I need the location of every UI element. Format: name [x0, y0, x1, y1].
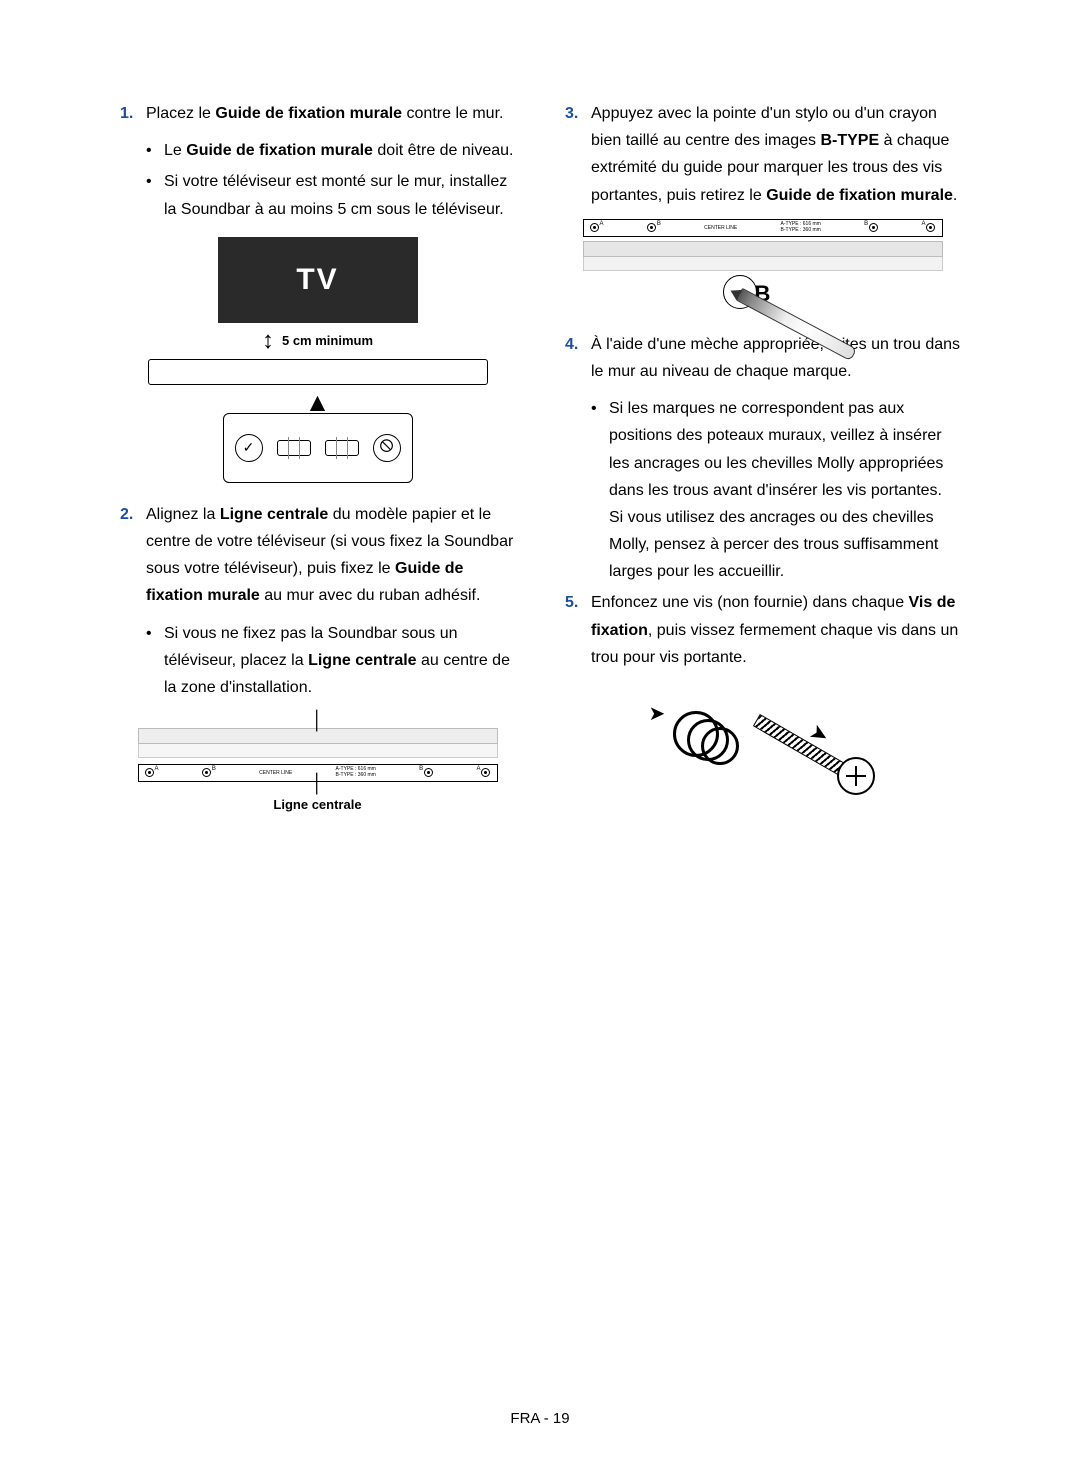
tv-icon: TV	[218, 237, 418, 323]
bullet: • Si les marques ne correspondent pas au…	[591, 395, 960, 585]
text: Alignez la	[146, 506, 220, 523]
mark-a-icon: A	[476, 768, 490, 777]
bullet: • Si vous ne fixez pas la Soundbar sous …	[146, 620, 515, 702]
step-4-bullets: • Si les marques ne correspondent pas au…	[591, 395, 960, 585]
bullet-dot: •	[146, 137, 164, 164]
text: Si les marques ne correspondent pas aux …	[609, 400, 943, 580]
two-column-layout: 1. Placez le Guide de fixation murale co…	[120, 100, 960, 830]
text: Placez le	[146, 105, 215, 122]
bullet-body: Si votre téléviseur est monté sur le mur…	[164, 168, 515, 222]
text: doit être de niveau.	[373, 142, 514, 159]
step-number: 5.	[565, 589, 591, 671]
step-body: Alignez la Ligne centrale du modèle papi…	[146, 501, 515, 610]
bullet-body: Le Guide de fixation murale doit être de…	[164, 137, 515, 164]
check-circle-icon: ✓	[235, 434, 263, 462]
tick-icon: │	[120, 715, 515, 726]
diagram-center-line: │ A B CENTER LINE A-TYPE : 616 mm B-TYPE…	[120, 715, 515, 812]
type-text: A-TYPE : 616 mm B-TYPE : 360 mm	[781, 222, 821, 233]
text: au mur avec du ruban adhésif.	[260, 587, 481, 604]
center-line-label: Ligne centrale	[120, 797, 515, 812]
up-arrow-icon: ▲	[120, 389, 515, 415]
mark-b-icon: B	[419, 768, 433, 777]
left-column: 1. Placez le Guide de fixation murale co…	[120, 100, 515, 830]
step-body: Enfoncez une vis (non fournie) dans chaq…	[591, 589, 960, 671]
bold-text: Guide de fixation murale	[215, 105, 402, 122]
diagram-tv-soundbar: TV ↕ 5 cm minimum ▲ ✓ 🛇	[120, 237, 515, 483]
accessory-box-icon: ✓ 🛇	[223, 413, 413, 483]
guide-strip-icon: A B CENTER LINE A-TYPE : 616 mm B-TYPE :…	[583, 219, 943, 237]
centerline-label: CENTER LINE	[259, 770, 292, 776]
bracket-icon	[277, 440, 311, 456]
arrow-icon: ➤	[649, 701, 666, 726]
soundbar-row-icon	[138, 728, 498, 744]
step-body: Placez le Guide de fixation murale contr…	[146, 100, 515, 127]
type-text: A-TYPE : 616 mm B-TYPE : 360 mm	[336, 767, 376, 778]
guide-strip-icon: A B CENTER LINE A-TYPE : 616 mm B-TYPE :…	[138, 764, 498, 782]
bullet: • Le Guide de fixation murale doit être …	[146, 137, 515, 164]
bullet-dot: •	[591, 395, 609, 585]
bullet-body: Si vous ne fixez pas la Soundbar sous un…	[164, 620, 515, 702]
mark-a-icon: A	[590, 223, 604, 232]
mark-b-icon: B	[202, 768, 216, 777]
step-number: 1.	[120, 100, 146, 127]
bullet: • Si votre téléviseur est monté sur le m…	[146, 168, 515, 222]
text: Si votre téléviseur est monté sur le mur…	[164, 173, 507, 217]
spacer-row: ↕ 5 cm minimum	[218, 329, 418, 353]
step-2-bullets: • Si vous ne fixez pas la Soundbar sous …	[146, 620, 515, 702]
bracket-icon	[325, 440, 359, 456]
step-3: 3. Appuyez avec la pointe d'un stylo ou …	[565, 100, 960, 209]
soundbar-icon	[148, 359, 488, 385]
text: contre le mur.	[402, 105, 503, 122]
soundbar-row-icon	[138, 744, 498, 758]
right-column: 3. Appuyez avec la pointe d'un stylo ou …	[565, 100, 960, 830]
bullet-body: Si les marques ne correspondent pas aux …	[609, 395, 960, 585]
updown-arrow-icon: ↕	[262, 329, 274, 353]
bold-text: B-TYPE	[820, 132, 879, 149]
step-number: 2.	[120, 501, 146, 610]
step-4: 4. À l'aide d'une mèche appropriée, fait…	[565, 331, 960, 385]
text: À l'aide d'une mèche appropriée, faites …	[591, 336, 960, 380]
screw-head-icon	[837, 757, 875, 795]
step-number: 4.	[565, 331, 591, 385]
bold-text: Ligne centrale	[308, 652, 416, 669]
text: Enfoncez une vis (non fournie) dans chaq…	[591, 594, 909, 611]
bold-text: Guide de fixation murale	[766, 187, 953, 204]
cross-circle-icon: 🛇	[373, 434, 401, 462]
mark-b-icon: B	[647, 223, 661, 232]
soundbar-row-icon	[583, 257, 943, 271]
page-footer: FRA - 19	[0, 1410, 1080, 1427]
text: .	[953, 187, 957, 204]
step-2: 2. Alignez la Ligne centrale du modèle p…	[120, 501, 515, 610]
soundbar-row-icon	[583, 241, 943, 257]
step-body: Appuyez avec la pointe d'un stylo ou d'u…	[591, 100, 960, 209]
bullet-dot: •	[146, 620, 164, 702]
step-5: 5. Enfoncez une vis (non fournie) dans c…	[565, 589, 960, 671]
anchor-ring-icon	[673, 711, 719, 757]
screw-shaft-icon	[752, 714, 846, 776]
bullet-dot: •	[146, 168, 164, 222]
mark-a-icon: A	[921, 223, 935, 232]
mark-a-icon: A	[145, 768, 159, 777]
bold-text: Guide de fixation murale	[186, 142, 373, 159]
centerline-label: CENTER LINE	[704, 225, 737, 231]
diagram-b-mark: A B CENTER LINE A-TYPE : 616 mm B-TYPE :…	[583, 219, 943, 271]
step-1-bullets: • Le Guide de fixation murale doit être …	[146, 137, 515, 223]
text: Le	[164, 142, 186, 159]
diagram-screw-anchor: ➤ ➤	[633, 683, 893, 813]
step-number: 3.	[565, 100, 591, 209]
mark-b-icon: B	[864, 223, 878, 232]
step-body: À l'aide d'une mèche appropriée, faites …	[591, 331, 960, 385]
step-1: 1. Placez le Guide de fixation murale co…	[120, 100, 515, 127]
bold-text: Ligne centrale	[220, 506, 328, 523]
spacer-label: 5 cm minimum	[282, 333, 373, 348]
